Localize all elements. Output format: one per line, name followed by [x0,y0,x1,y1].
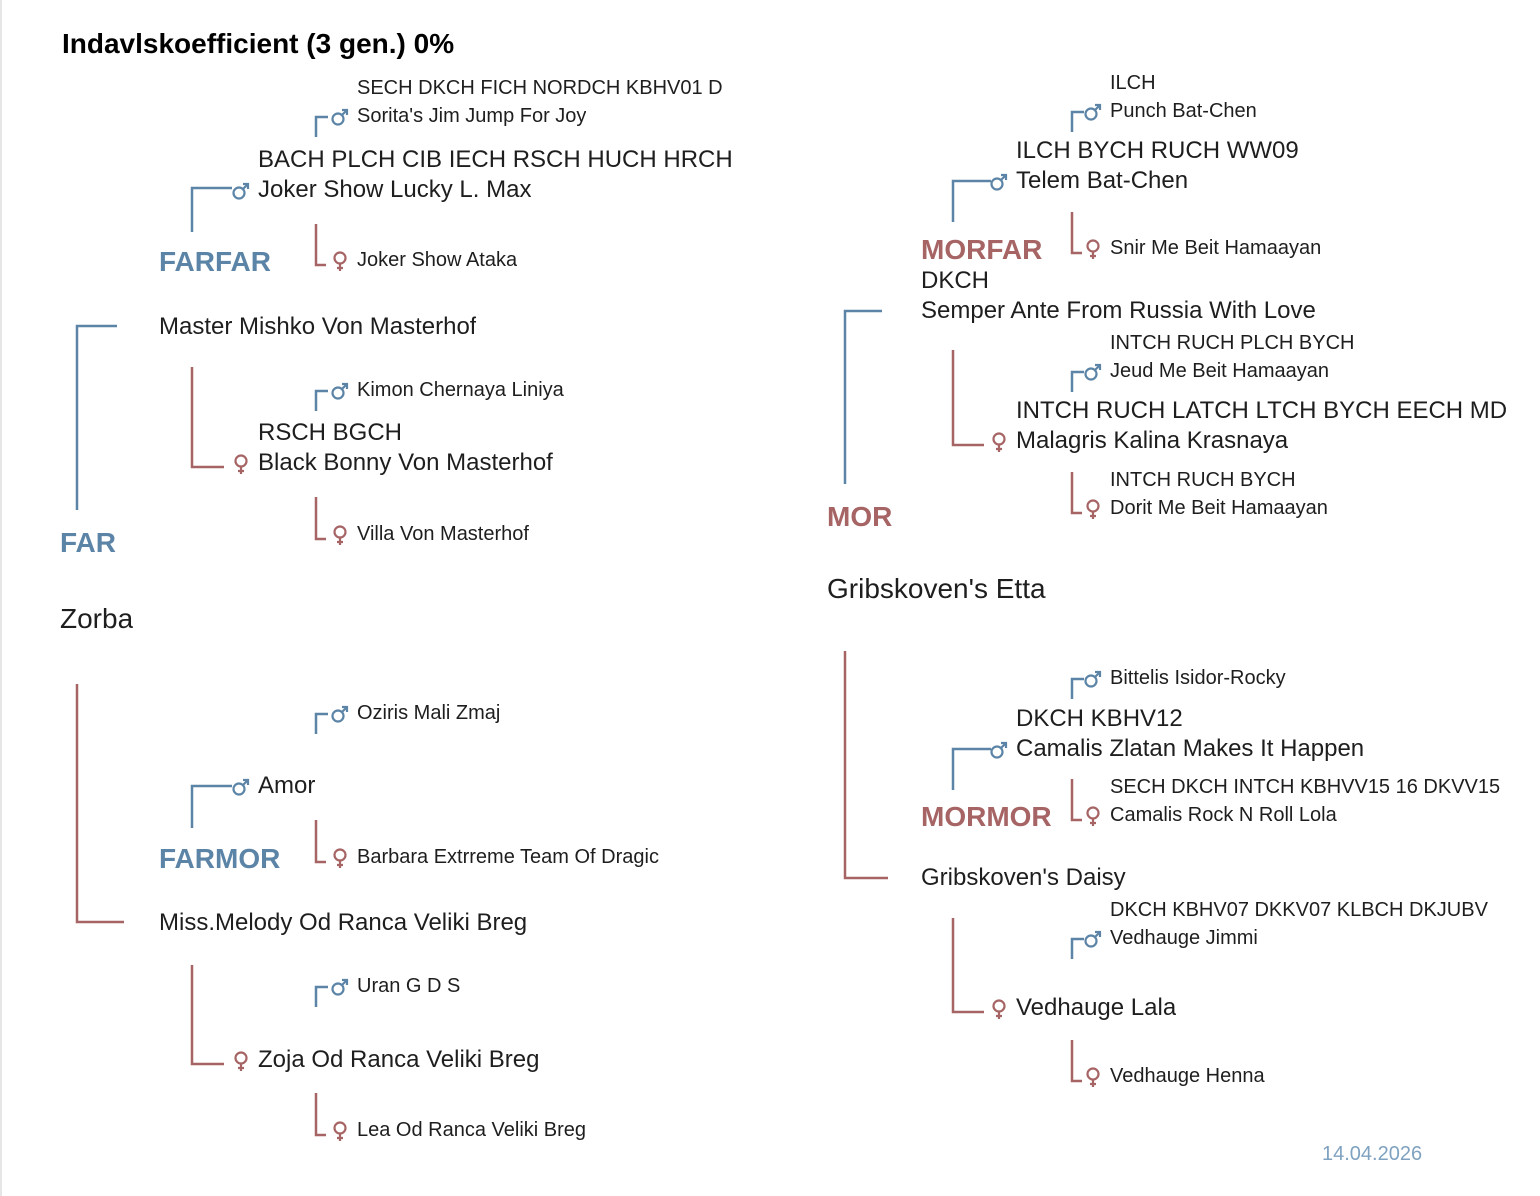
male-icon [232,182,250,200]
dog-titles: INTCH RUCH PLCH BYCH [1110,332,1355,354]
male-icon [990,741,1008,759]
dog-titles: INTCH RUCH BYCH [1110,469,1296,491]
dog-name: Telem Bat-Chen [1016,166,1189,194]
dog-name: Gribskoven's Etta [827,573,1046,605]
dog-name: Semper Ante From Russia With Love [921,296,1316,324]
dog-name: Black Bonny Von Masterhof [258,448,553,476]
dog-titles: SECH DKCH INTCH KBHVV15 16 DKVV15 [1110,776,1501,798]
dog-name: Amor [258,771,316,799]
generation-label: FARFAR [159,246,271,278]
male-icon [331,978,349,996]
dog-name: Villa Von Masterhof [357,523,529,545]
male-icon [1084,930,1102,948]
male-icon [331,705,349,723]
male-icon [1084,103,1102,121]
female-icon [1086,239,1100,259]
dog-name: Camalis Zlatan Makes It Happen [1016,734,1365,762]
female-icon [234,454,248,474]
dog-titles: BACH PLCH CIB IECH RSCH HUCH HRCH [258,145,733,173]
male-icon [1084,363,1102,381]
female-icon [234,1051,248,1071]
dog-titles: DKCH KBHV12 [1016,704,1183,732]
dog-name: Kimon Chernaya Liniya [357,379,564,401]
female-icon [1086,806,1100,826]
dog-titles: SECH DKCH FICH NORDCH KBHV01 D [357,77,723,99]
female-icon [992,432,1006,452]
male-icon [1084,670,1102,688]
female-icon [1086,499,1100,519]
dog-name: Zorba [60,603,134,635]
dog-name: Vedhauge Lala [1016,993,1177,1021]
dog-titles: DKCH [921,266,990,294]
dog-name: Camalis Rock N Roll Lola [1110,804,1337,826]
generation-label: FAR [60,527,116,559]
male-icon [331,108,349,126]
dog-name: Uran G D S [357,975,461,997]
dog-name: Barbara Extrreme Team Of Dragic [357,846,659,868]
generation-label: MORFAR [921,234,1043,266]
male-icon [331,382,349,400]
dog-name: Zoja Od Ranca Veliki Breg [258,1045,540,1073]
dog-name: Sorita's Jim Jump For Joy [357,105,587,127]
female-icon [333,251,347,271]
title: Indavlskoefficient (3 gen.) 0% [62,28,455,59]
dog-name: Oziris Mali Zmaj [357,702,501,724]
dog-name: Snir Me Beit Hamaayan [1110,237,1322,259]
generation-label: FARMOR [159,843,281,875]
female-icon [333,1121,347,1141]
dog-name: Miss.Melody Od Ranca Veliki Breg [159,908,528,936]
dog-name: Joker Show Ataka [357,249,518,271]
dog-name: Malagris Kalina Krasnaya [1016,426,1289,454]
dog-name: Lea Od Ranca Veliki Breg [357,1119,587,1141]
male-icon [990,173,1008,191]
generation-label: MORMOR [921,801,1052,833]
dog-name: Master Mishko Von Masterhof [159,312,477,340]
female-icon [1086,1067,1100,1087]
male-icon [232,778,250,796]
dog-titles: ILCH [1110,72,1156,94]
dog-name: Vedhauge Jimmi [1110,927,1258,949]
dog-name: Gribskoven's Daisy [921,863,1126,891]
dog-name: Bittelis Isidor-Rocky [1110,667,1286,689]
dog-titles: DKCH KBHV07 DKKV07 KLBCH DKJUBV [1110,899,1488,921]
generation-label: MOR [827,501,893,533]
dog-name: Dorit Me Beit Hamaayan [1110,497,1328,519]
dog-name: Punch Bat-Chen [1110,100,1257,122]
dog-titles: RSCH BGCH [258,418,403,446]
female-icon [333,848,347,868]
dog-titles: ILCH BYCH RUCH WW09 [1016,136,1299,164]
dog-name: Jeud Me Beit Hamaayan [1110,360,1330,382]
female-icon [333,525,347,545]
dog-name: Vedhauge Henna [1110,1065,1265,1087]
dog-name: Joker Show Lucky L. Max [258,175,532,203]
date: 14.04.2026 [1322,1143,1423,1165]
female-icon [992,999,1006,1019]
dog-titles: INTCH RUCH LATCH LTCH BYCH EECH MDC [1016,396,1508,424]
